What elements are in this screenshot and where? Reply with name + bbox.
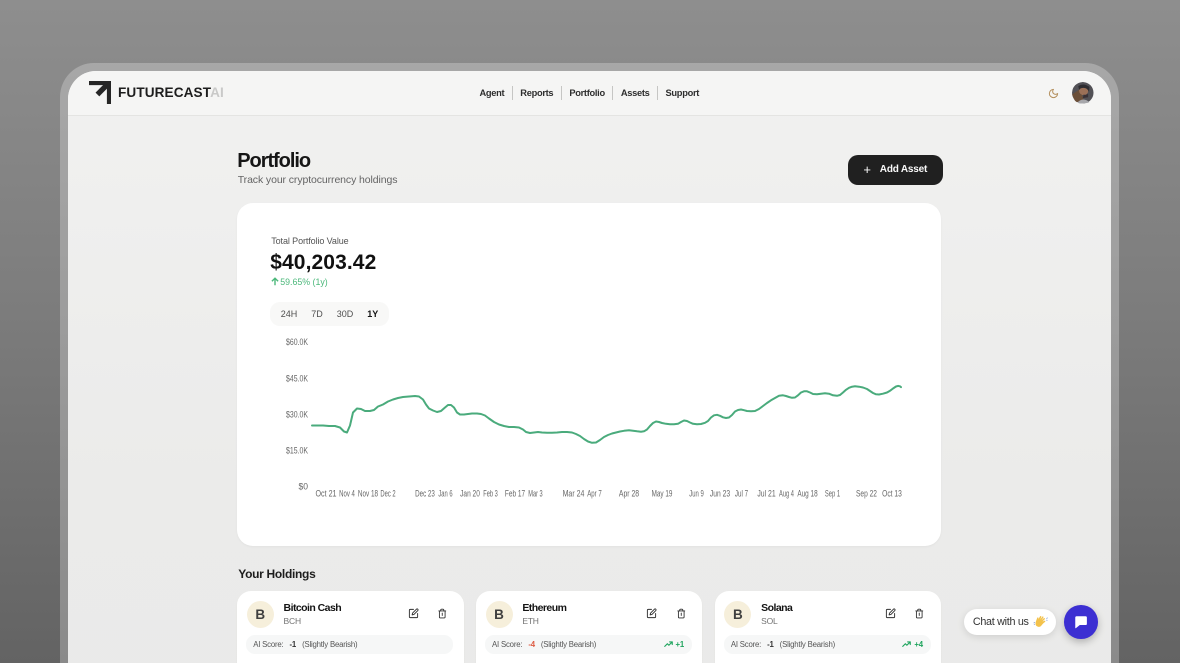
svg-text:Apr 7: Apr 7 [588,488,603,498]
svg-text:$60.0K: $60.0K [286,337,309,347]
svg-text:Nov 18: Nov 18 [358,488,378,498]
svg-text:Jul 7: Jul 7 [735,488,748,498]
svg-text:Sep 1: Sep 1 [825,488,840,498]
svg-text:$15.0K: $15.0K [286,445,309,455]
svg-text:Sep 22: Sep 22 [856,488,877,498]
svg-text:Mar 3: Mar 3 [529,488,543,498]
svg-text:Jan 20: Jan 20 [460,488,480,498]
svg-text:Jun 9: Jun 9 [690,488,705,498]
svg-text:$45.0K: $45.0K [286,373,309,383]
svg-text:Oct 21: Oct 21 [316,488,337,498]
svg-text:$0: $0 [299,481,309,491]
svg-text:Dec 2: Dec 2 [381,488,396,498]
svg-text:Jul 21: Jul 21 [758,488,776,498]
svg-text:Feb 17: Feb 17 [505,488,525,498]
svg-text:Feb 3: Feb 3 [484,488,499,498]
svg-text:Nov 4: Nov 4 [339,488,355,498]
svg-text:Aug 4: Aug 4 [779,488,794,498]
svg-text:Jun 23: Jun 23 [710,488,730,498]
svg-text:$30.0K: $30.0K [286,409,309,419]
svg-text:Oct 13: Oct 13 [882,488,902,498]
svg-text:Aug 18: Aug 18 [798,488,818,498]
svg-text:Apr 28: Apr 28 [619,488,639,498]
svg-text:May 19: May 19 [652,488,673,498]
svg-text:Jan 6: Jan 6 [439,488,453,498]
svg-text:Mar 24: Mar 24 [563,488,585,498]
svg-text:Dec 23: Dec 23 [415,488,435,498]
